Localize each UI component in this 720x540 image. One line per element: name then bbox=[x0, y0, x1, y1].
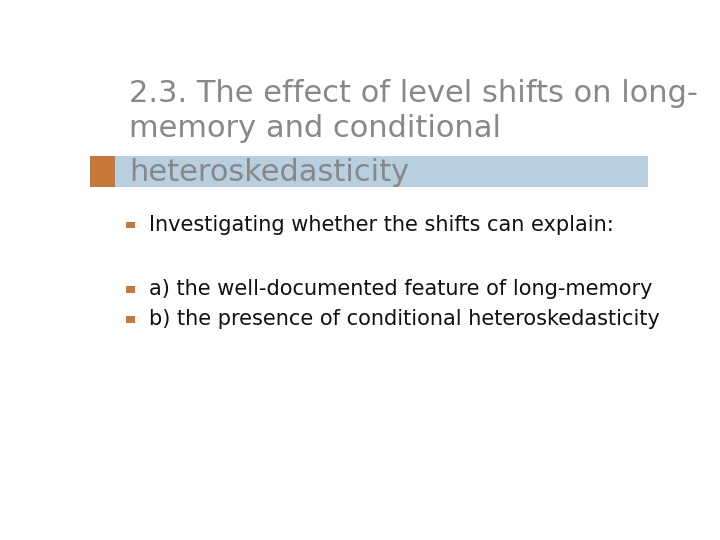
Text: heteroskedasticity: heteroskedasticity bbox=[129, 158, 409, 187]
Bar bbox=[126, 286, 135, 293]
Text: b) the presence of conditional heteroskedasticity: b) the presence of conditional heteroske… bbox=[148, 309, 660, 329]
Text: Investigating whether the shifts can explain:: Investigating whether the shifts can exp… bbox=[148, 215, 613, 235]
Bar bbox=[126, 316, 135, 322]
Text: 2.3. The effect of level shifts on long-: 2.3. The effect of level shifts on long- bbox=[129, 79, 698, 109]
Text: a) the well-documented feature of long-memory: a) the well-documented feature of long-m… bbox=[148, 279, 652, 299]
Bar bbox=[90, 156, 115, 187]
Bar bbox=[90, 156, 648, 187]
Text: memory and conditional: memory and conditional bbox=[129, 113, 501, 143]
Bar bbox=[126, 221, 135, 228]
